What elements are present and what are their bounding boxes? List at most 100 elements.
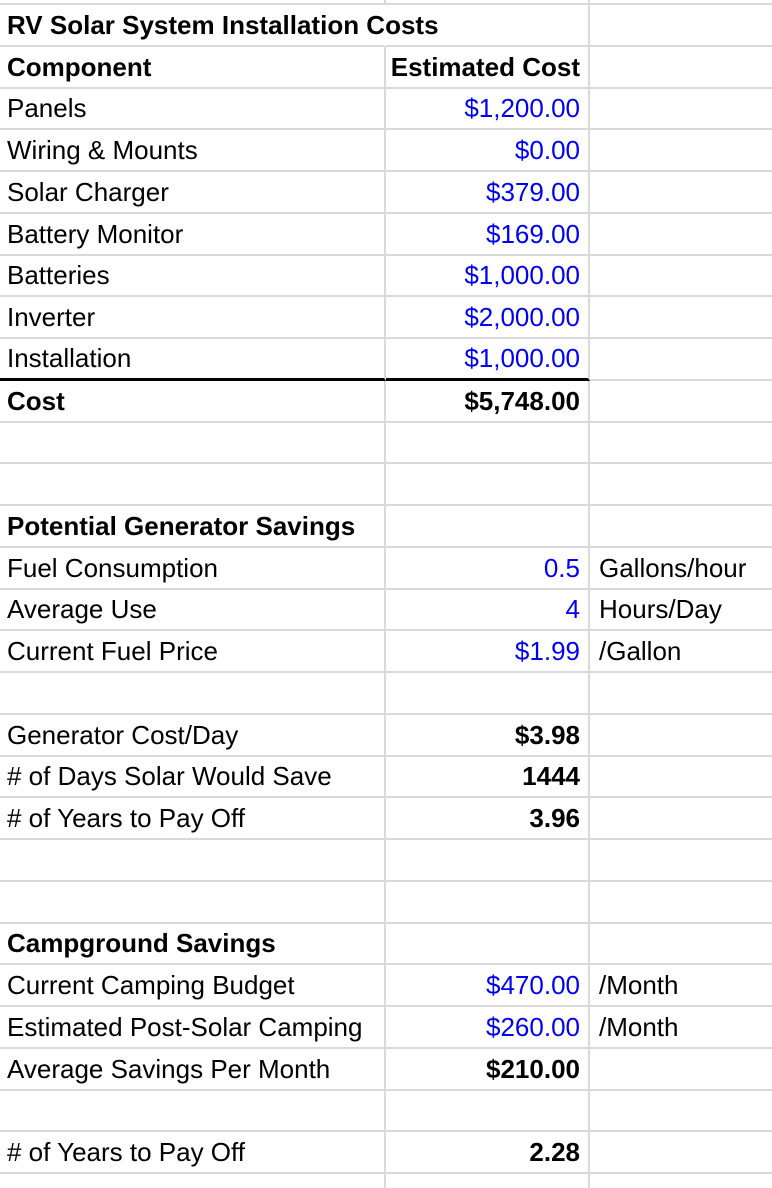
cell-value[interactable] xyxy=(386,881,590,924)
cell-label[interactable]: Current Fuel Price xyxy=(0,631,386,673)
cell-unit[interactable] xyxy=(590,506,772,548)
cell-label[interactable]: Average Use xyxy=(0,589,386,632)
cell-unit[interactable] xyxy=(590,423,772,465)
cell-unit[interactable]: /Month xyxy=(590,1007,772,1049)
cell-unit[interactable] xyxy=(590,214,772,256)
cell-unit[interactable] xyxy=(590,1132,772,1174)
cell-unit[interactable] xyxy=(590,381,772,423)
cell[interactable] xyxy=(590,0,772,5)
cell-value[interactable]: $169.00 xyxy=(386,213,590,256)
cell-unit[interactable] xyxy=(590,47,772,89)
cell-value[interactable]: $0.00 xyxy=(386,130,590,172)
cell-value[interactable]: $379.00 xyxy=(386,172,590,214)
cell-unit[interactable] xyxy=(590,840,772,882)
cell-label[interactable]: Battery Monitor xyxy=(0,213,386,256)
cell-value[interactable]: 0.5 xyxy=(386,547,590,590)
cell-unit[interactable] xyxy=(590,757,772,799)
cell-unit[interactable]: Hours/Day xyxy=(590,590,772,632)
cell-value[interactable]: $1.99 xyxy=(386,631,590,673)
sheet-row: Generator Cost/Day $3.98 xyxy=(0,714,772,757)
cell-value[interactable] xyxy=(386,1090,590,1133)
cell-value[interactable]: 1444 xyxy=(386,756,590,799)
cell-label[interactable]: Cost xyxy=(0,380,386,423)
value-text: 4 xyxy=(565,594,580,625)
cell-label[interactable] xyxy=(0,464,386,506)
cell-unit[interactable] xyxy=(590,339,772,381)
cell-label[interactable] xyxy=(0,673,386,715)
cell-value[interactable]: $1,000.00 xyxy=(386,339,590,381)
cell-unit[interactable] xyxy=(590,715,772,757)
cell-value[interactable] xyxy=(386,5,590,47)
cell-unit[interactable] xyxy=(590,673,772,715)
cell-value[interactable]: $260.00 xyxy=(386,1007,590,1049)
unit-text: /Month xyxy=(599,1011,679,1042)
cell[interactable] xyxy=(590,1174,772,1188)
cell-value[interactable] xyxy=(386,506,590,548)
cell-value[interactable]: 2.28 xyxy=(386,1132,590,1174)
cell-label[interactable]: # of Years to Pay Off xyxy=(0,1132,386,1174)
sheet-row: Component Estimated Cost xyxy=(0,46,772,89)
cell-value[interactable]: Estimated Cost xyxy=(386,46,590,89)
cell-label[interactable]: Wiring & Mounts xyxy=(0,130,386,172)
cell-value[interactable]: $210.00 xyxy=(386,1048,590,1091)
cell-unit[interactable] xyxy=(590,89,772,131)
cell-unit[interactable]: Gallons/hour xyxy=(590,548,772,590)
cell-value[interactable] xyxy=(386,923,590,966)
cell-label[interactable] xyxy=(0,840,386,882)
cell-unit[interactable] xyxy=(590,924,772,966)
cell-unit[interactable]: /Gallon xyxy=(590,631,772,673)
cell-label[interactable]: Component xyxy=(0,46,386,89)
cell-unit[interactable] xyxy=(590,1091,772,1133)
cell-value[interactable]: $1,000.00 xyxy=(386,255,590,298)
cell-unit[interactable] xyxy=(590,464,772,506)
cell-unit[interactable] xyxy=(590,882,772,924)
cell-unit[interactable]: /Month xyxy=(590,965,772,1007)
cell-label[interactable]: Campground Savings xyxy=(0,923,386,966)
cell-label[interactable]: RV Solar System Installation Costs xyxy=(0,5,439,47)
cell[interactable] xyxy=(0,0,386,5)
cell-unit[interactable] xyxy=(590,798,772,840)
cell-label[interactable] xyxy=(0,1090,386,1133)
cell-label[interactable]: Solar Charger xyxy=(0,172,386,214)
cell-label[interactable] xyxy=(0,422,386,465)
sheet-row: Cost $5,748.00 xyxy=(0,380,772,423)
cell-label[interactable]: # of Years to Pay Off xyxy=(0,798,386,840)
cell-unit[interactable] xyxy=(590,297,772,339)
cell-value[interactable] xyxy=(386,840,590,882)
cell-label[interactable]: # of Days Solar Would Save xyxy=(0,756,386,799)
cell-label[interactable]: Current Camping Budget xyxy=(0,965,386,1007)
cell[interactable] xyxy=(386,1174,590,1188)
cell-value[interactable] xyxy=(386,464,590,506)
cell-value[interactable]: $5,748.00 xyxy=(386,380,590,423)
cell-label[interactable]: Installation xyxy=(0,339,386,381)
cell-value[interactable] xyxy=(386,422,590,465)
cell-value[interactable] xyxy=(386,673,590,715)
cell-unit[interactable] xyxy=(590,130,772,172)
cell-unit[interactable] xyxy=(590,256,772,298)
label-text: RV Solar System Installation Costs xyxy=(7,9,439,40)
cell-label[interactable]: Generator Cost/Day xyxy=(0,714,386,757)
cell-label[interactable]: Average Savings Per Month xyxy=(0,1048,386,1091)
cell-label[interactable]: Estimated Post-Solar Camping xyxy=(0,1007,386,1049)
label-text: Batteries xyxy=(7,260,110,291)
value-text: 2.28 xyxy=(529,1137,580,1168)
cell-unit[interactable] xyxy=(590,172,772,214)
value-text: $3.98 xyxy=(514,719,580,750)
cell[interactable] xyxy=(0,1174,386,1188)
cell-label[interactable]: Batteries xyxy=(0,255,386,298)
cell-value[interactable]: $2,000.00 xyxy=(386,297,590,339)
sheet-row: Estimated Post-Solar Camping $260.00 /Mo… xyxy=(0,1007,772,1049)
cell-unit[interactable] xyxy=(590,5,772,47)
cell-label[interactable]: Fuel Consumption xyxy=(0,547,386,590)
cell-label[interactable]: Inverter xyxy=(0,297,386,339)
cell-value[interactable]: $470.00 xyxy=(386,965,590,1007)
cell[interactable] xyxy=(386,0,590,5)
cell-value[interactable]: $1,200.00 xyxy=(386,88,590,131)
cell-label[interactable]: Panels xyxy=(0,88,386,131)
cell-label[interactable]: Potential Generator Savings xyxy=(0,506,386,548)
cell-value[interactable]: 4 xyxy=(386,589,590,632)
cell-label[interactable] xyxy=(0,881,386,924)
cell-unit[interactable] xyxy=(590,1049,772,1091)
cell-value[interactable]: $3.98 xyxy=(386,714,590,757)
cell-value[interactable]: 3.96 xyxy=(386,798,590,840)
